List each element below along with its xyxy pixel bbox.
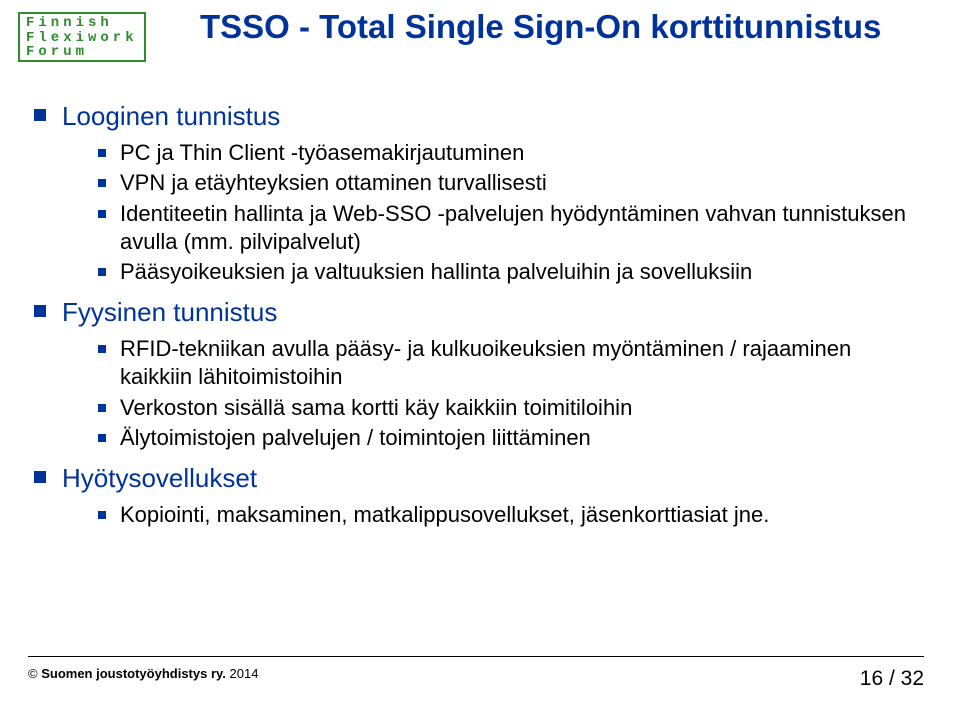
sub-list: RFID-tekniikan avulla pääsy- ja kulkuoik… (34, 335, 920, 452)
footer-year: 2014 (230, 666, 259, 681)
footer-divider (28, 656, 924, 657)
slide: Finnish Flexiwork Forum TSSO - Total Sin… (0, 0, 960, 703)
logo-line-1: Finnish (26, 16, 138, 31)
list-item: Älytoimistojen palvelujen / toimintojen … (98, 424, 920, 452)
square-bullet-icon (34, 471, 46, 483)
square-bullet-icon (98, 345, 106, 353)
slide-content: Looginen tunnistus PC ja Thin Client -ty… (34, 100, 920, 539)
item-text: Verkoston sisällä sama kortti käy kaikki… (120, 394, 632, 422)
item-text: VPN ja etäyhteyksien ottaminen turvallis… (120, 169, 547, 197)
item-text: PC ja Thin Client -työasemakirjautuminen (120, 139, 524, 167)
square-bullet-icon (98, 149, 106, 157)
square-bullet-icon (98, 434, 106, 442)
item-text: Pääsyoikeuksien ja valtuuksien hallinta … (120, 258, 752, 286)
section-label: Fyysinen tunnistus (62, 296, 277, 329)
logo-box: Finnish Flexiwork Forum (18, 12, 146, 62)
square-bullet-icon (98, 404, 106, 412)
square-bullet-icon (98, 268, 106, 276)
list-item: Identiteetin hallinta ja Web-SSO -palvel… (98, 200, 920, 256)
sub-list: PC ja Thin Client -työasemakirjautuminen… (34, 139, 920, 286)
section-looginen: Looginen tunnistus PC ja Thin Client -ty… (34, 100, 920, 286)
list-item: RFID-tekniikan avulla pääsy- ja kulkuoik… (98, 335, 920, 391)
item-text: Älytoimistojen palvelujen / toimintojen … (120, 424, 591, 452)
list-item: Kopiointi, maksaminen, matkalippusovellu… (98, 501, 920, 529)
slide-title: TSSO - Total Single Sign-On korttitunnis… (200, 8, 944, 46)
list-item: PC ja Thin Client -työasemakirjautuminen (98, 139, 920, 167)
list-item: Verkoston sisällä sama kortti käy kaikki… (98, 394, 920, 422)
sub-list: Kopiointi, maksaminen, matkalippusovellu… (34, 501, 920, 529)
square-bullet-icon (34, 109, 46, 121)
square-bullet-icon (98, 511, 106, 519)
item-text: RFID-tekniikan avulla pääsy- ja kulkuoik… (120, 335, 920, 391)
footer-org: Suomen joustotyöyhdistys ry. (41, 666, 226, 681)
logo-line-3: Forum (26, 45, 138, 60)
bullet-list: Looginen tunnistus PC ja Thin Client -ty… (34, 100, 920, 529)
section-fyysinen: Fyysinen tunnistus RFID-tekniikan avulla… (34, 296, 920, 452)
page-number: 16 / 32 (860, 667, 924, 691)
list-item: VPN ja etäyhteyksien ottaminen turvallis… (98, 169, 920, 197)
section-label: Hyötysovellukset (62, 462, 257, 495)
section-hyoty: Hyötysovellukset Kopiointi, maksaminen, … (34, 462, 920, 529)
square-bullet-icon (34, 305, 46, 317)
square-bullet-icon (98, 179, 106, 187)
page-total: / 32 (889, 667, 924, 690)
item-text: Identiteetin hallinta ja Web-SSO -palvel… (120, 200, 920, 256)
item-text: Kopiointi, maksaminen, matkalippusovellu… (120, 501, 769, 529)
list-item: Pääsyoikeuksien ja valtuuksien hallinta … (98, 258, 920, 286)
footer-copyright: © Suomen joustotyöyhdistys ry. 2014 (28, 666, 258, 681)
section-label: Looginen tunnistus (62, 100, 280, 133)
logo-line-2: Flexiwork (26, 31, 138, 46)
copyright-symbol: © (28, 666, 38, 681)
square-bullet-icon (98, 210, 106, 218)
page-current: 16 (860, 667, 883, 690)
